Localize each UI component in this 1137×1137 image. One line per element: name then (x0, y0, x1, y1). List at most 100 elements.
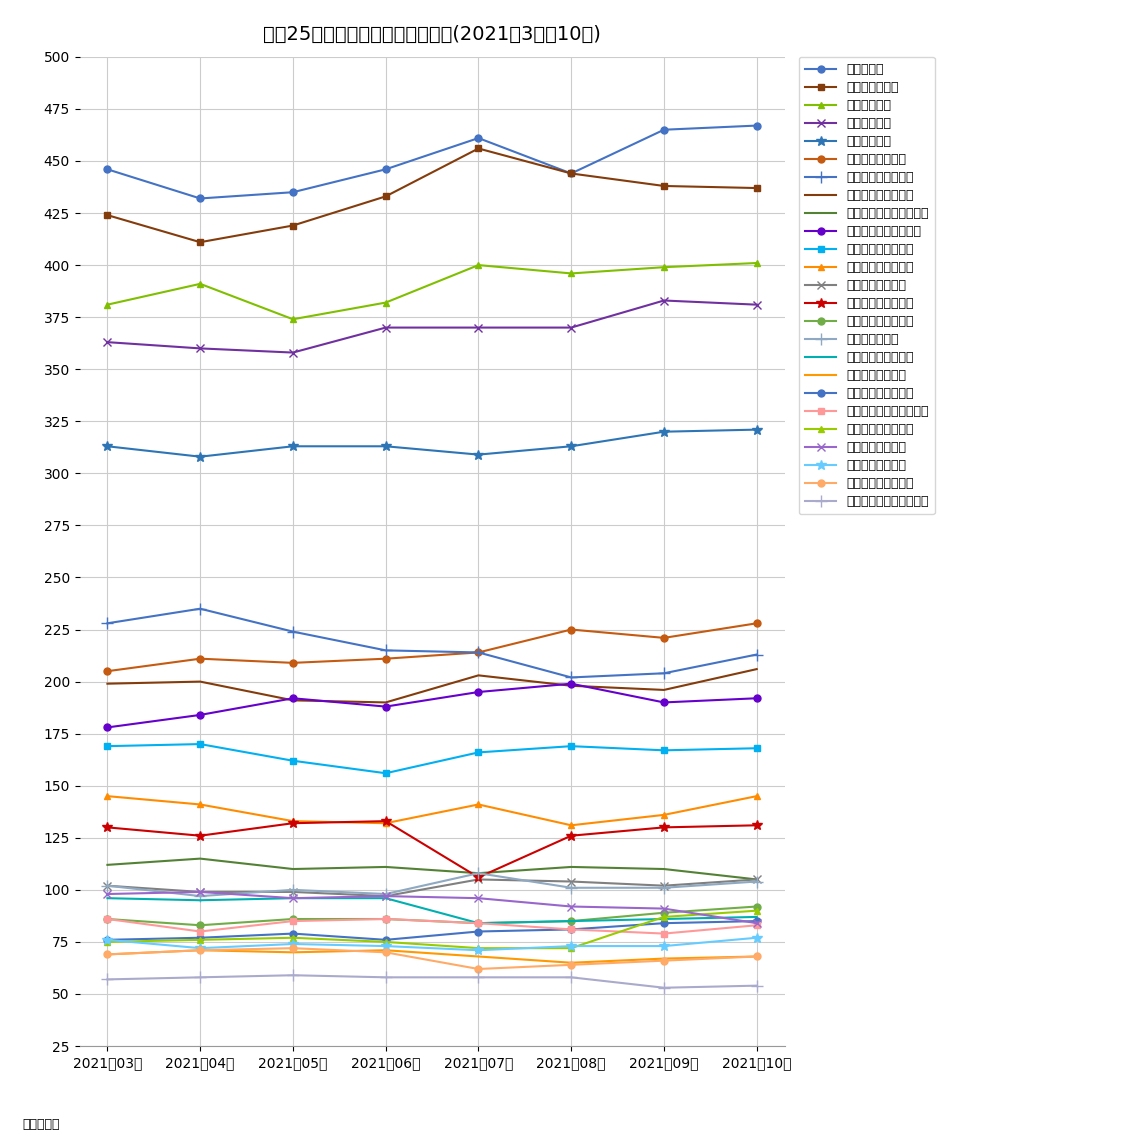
広島県広島市中区 (472, 872, 485, 886)
大阪府大阪市北区 (750, 616, 764, 630)
東京都新宿区 (379, 440, 392, 454)
Line: 兵庫県神戸市中央区: 兵庫県神戸市中央区 (103, 740, 761, 777)
東京都新宿区 (472, 448, 485, 462)
北海道札幌市中央区 (750, 914, 764, 928)
福岡県福岡市中央区 (472, 871, 485, 885)
Text: 単位：万円: 単位：万円 (23, 1119, 60, 1131)
東京都千代田区 (379, 190, 392, 204)
大阪府大阪市北区 (564, 623, 578, 637)
兵庫県神戸市中央区 (100, 739, 114, 753)
広島県広島市中区 (750, 872, 764, 886)
福岡県北九州市小倉北区 (379, 971, 392, 985)
北海道札幌市中央区 (287, 927, 300, 940)
愛知県名古屋市中区 (193, 798, 207, 812)
広島県広島市中区 (287, 885, 300, 898)
埼玉県さいたま市浦和区 (564, 860, 578, 873)
Line: 京都府京都市中京区: 京都府京都市中京区 (102, 603, 762, 683)
宮城県仙台市青葉区 (100, 891, 114, 905)
神奈川県横浜市中区 (472, 669, 485, 682)
東京都港区 (657, 123, 671, 136)
宮城県仙台市青葉区 (472, 916, 485, 930)
愛知県名古屋市中区 (100, 789, 114, 803)
神奈川県横浜市中区 (564, 679, 578, 692)
神奈川県相模原市中央区 (287, 914, 300, 928)
広島県広島市中区 (564, 874, 578, 888)
熊本県熊本市中央区 (193, 944, 207, 957)
大阪府大阪市北区 (193, 652, 207, 665)
東京都渋谷区 (379, 296, 392, 309)
熊本県熊本市中央区 (750, 949, 764, 963)
Legend: 東京都港区, 東京都千代田区, 東京都渋谷区, 東京都中央区, 東京都新宿区, 大阪府大阪市北区, 京都府京都市中京区, 神奈川県横浜市中区, 埼玉県さいたま市: 東京都港区, 東京都千代田区, 東京都渋谷区, 東京都中央区, 東京都新宿区, … (798, 57, 935, 514)
千葉県千葉市中央区 (379, 912, 392, 926)
Line: 東京都渋谷区: 東京都渋谷区 (103, 259, 761, 323)
神奈川県横浜市中区 (100, 677, 114, 690)
愛知県名古屋市中区 (750, 789, 764, 803)
Line: 北海道札幌市中央区: 北海道札幌市中央区 (103, 918, 761, 944)
東京都渋谷区 (472, 258, 485, 272)
神奈川県横浜市中区 (287, 694, 300, 707)
静岡県浜松市中区 (100, 933, 114, 947)
大阪府堺市堺区 (193, 889, 207, 903)
広島県広島市中区 (657, 879, 671, 893)
北海道札幌市中央区 (564, 922, 578, 936)
東京都港区 (287, 185, 300, 199)
福岡県北九州市小倉北区 (100, 972, 114, 986)
岡山県岡山市北区 (472, 949, 485, 963)
Line: 福岡県福岡市中央区: 福岡県福岡市中央区 (102, 816, 762, 882)
新潟県新潟市中央区 (564, 941, 578, 955)
東京都千代田区 (657, 180, 671, 193)
Line: 広島県広島市中区: 広島県広島市中区 (103, 875, 761, 901)
神奈川県川崎市川崎区 (657, 696, 671, 709)
Line: 岡山県岡山市北区: 岡山県岡山市北区 (107, 951, 757, 963)
静岡県静岡市葵区 (472, 891, 485, 905)
東京都渋谷区 (100, 298, 114, 312)
京都府京都市中京区 (193, 601, 207, 615)
東京都港区 (472, 131, 485, 144)
大阪府堺市堺区 (657, 881, 671, 895)
Line: 神奈川県横浜市中区: 神奈川県横浜市中区 (107, 669, 757, 703)
福岡県福岡市中央区 (564, 829, 578, 843)
静岡県静岡市葵区 (657, 902, 671, 915)
福岡県北九州市小倉北区 (287, 969, 300, 982)
岡山県岡山市北区 (100, 947, 114, 961)
兵庫県神戸市中央区 (472, 746, 485, 760)
広島県広島市中区 (100, 879, 114, 893)
神奈川県横浜市中区 (657, 683, 671, 697)
神奈川県横浜市中区 (379, 696, 392, 709)
東京都千代田区 (193, 235, 207, 249)
福岡県福岡市中央区 (657, 821, 671, 835)
東京都渋谷区 (193, 277, 207, 291)
新潟県新潟市中央区 (193, 933, 207, 947)
千葉県千葉市中央区 (287, 912, 300, 926)
福岡県福岡市中央区 (379, 814, 392, 828)
福岡県福岡市中央区 (287, 816, 300, 830)
静岡県静岡市葵区 (564, 899, 578, 913)
埼玉県さいたま市浦和区 (193, 852, 207, 865)
大阪府大阪市北区 (472, 646, 485, 659)
熊本県熊本市中央区 (287, 941, 300, 955)
東京都中央区 (193, 341, 207, 355)
神奈川県相模原市中央区 (750, 919, 764, 932)
埼玉県さいたま市浦和区 (657, 862, 671, 875)
神奈川県相模原市中央区 (193, 924, 207, 938)
Line: 新潟県新潟市中央区: 新潟県新潟市中央区 (103, 907, 761, 952)
広島県広島市中区 (193, 885, 207, 898)
京都府京都市中京区 (100, 616, 114, 630)
東京都港区 (564, 167, 578, 181)
大阪府大阪市北区 (287, 656, 300, 670)
神奈川県川崎市川崎区 (100, 721, 114, 735)
福岡県北九州市小倉北区 (193, 971, 207, 985)
宮城県仙台市青葉区 (750, 910, 764, 923)
愛知県名古屋市中区 (379, 816, 392, 830)
岡山県岡山市北区 (750, 949, 764, 963)
静岡県静岡市葵区 (287, 891, 300, 905)
東京都千代田区 (750, 181, 764, 194)
千葉県千葉市中央区 (472, 916, 485, 930)
東京都中央区 (100, 335, 114, 349)
兵庫県神戸市中央区 (564, 739, 578, 753)
兵庫県神戸市中央区 (750, 741, 764, 755)
北海道札幌市中央区 (193, 931, 207, 945)
静岡県浜松市中区 (472, 944, 485, 957)
Line: 千葉県千葉市中央区: 千葉県千葉市中央区 (103, 903, 761, 929)
北海道札幌市中央区 (657, 916, 671, 930)
